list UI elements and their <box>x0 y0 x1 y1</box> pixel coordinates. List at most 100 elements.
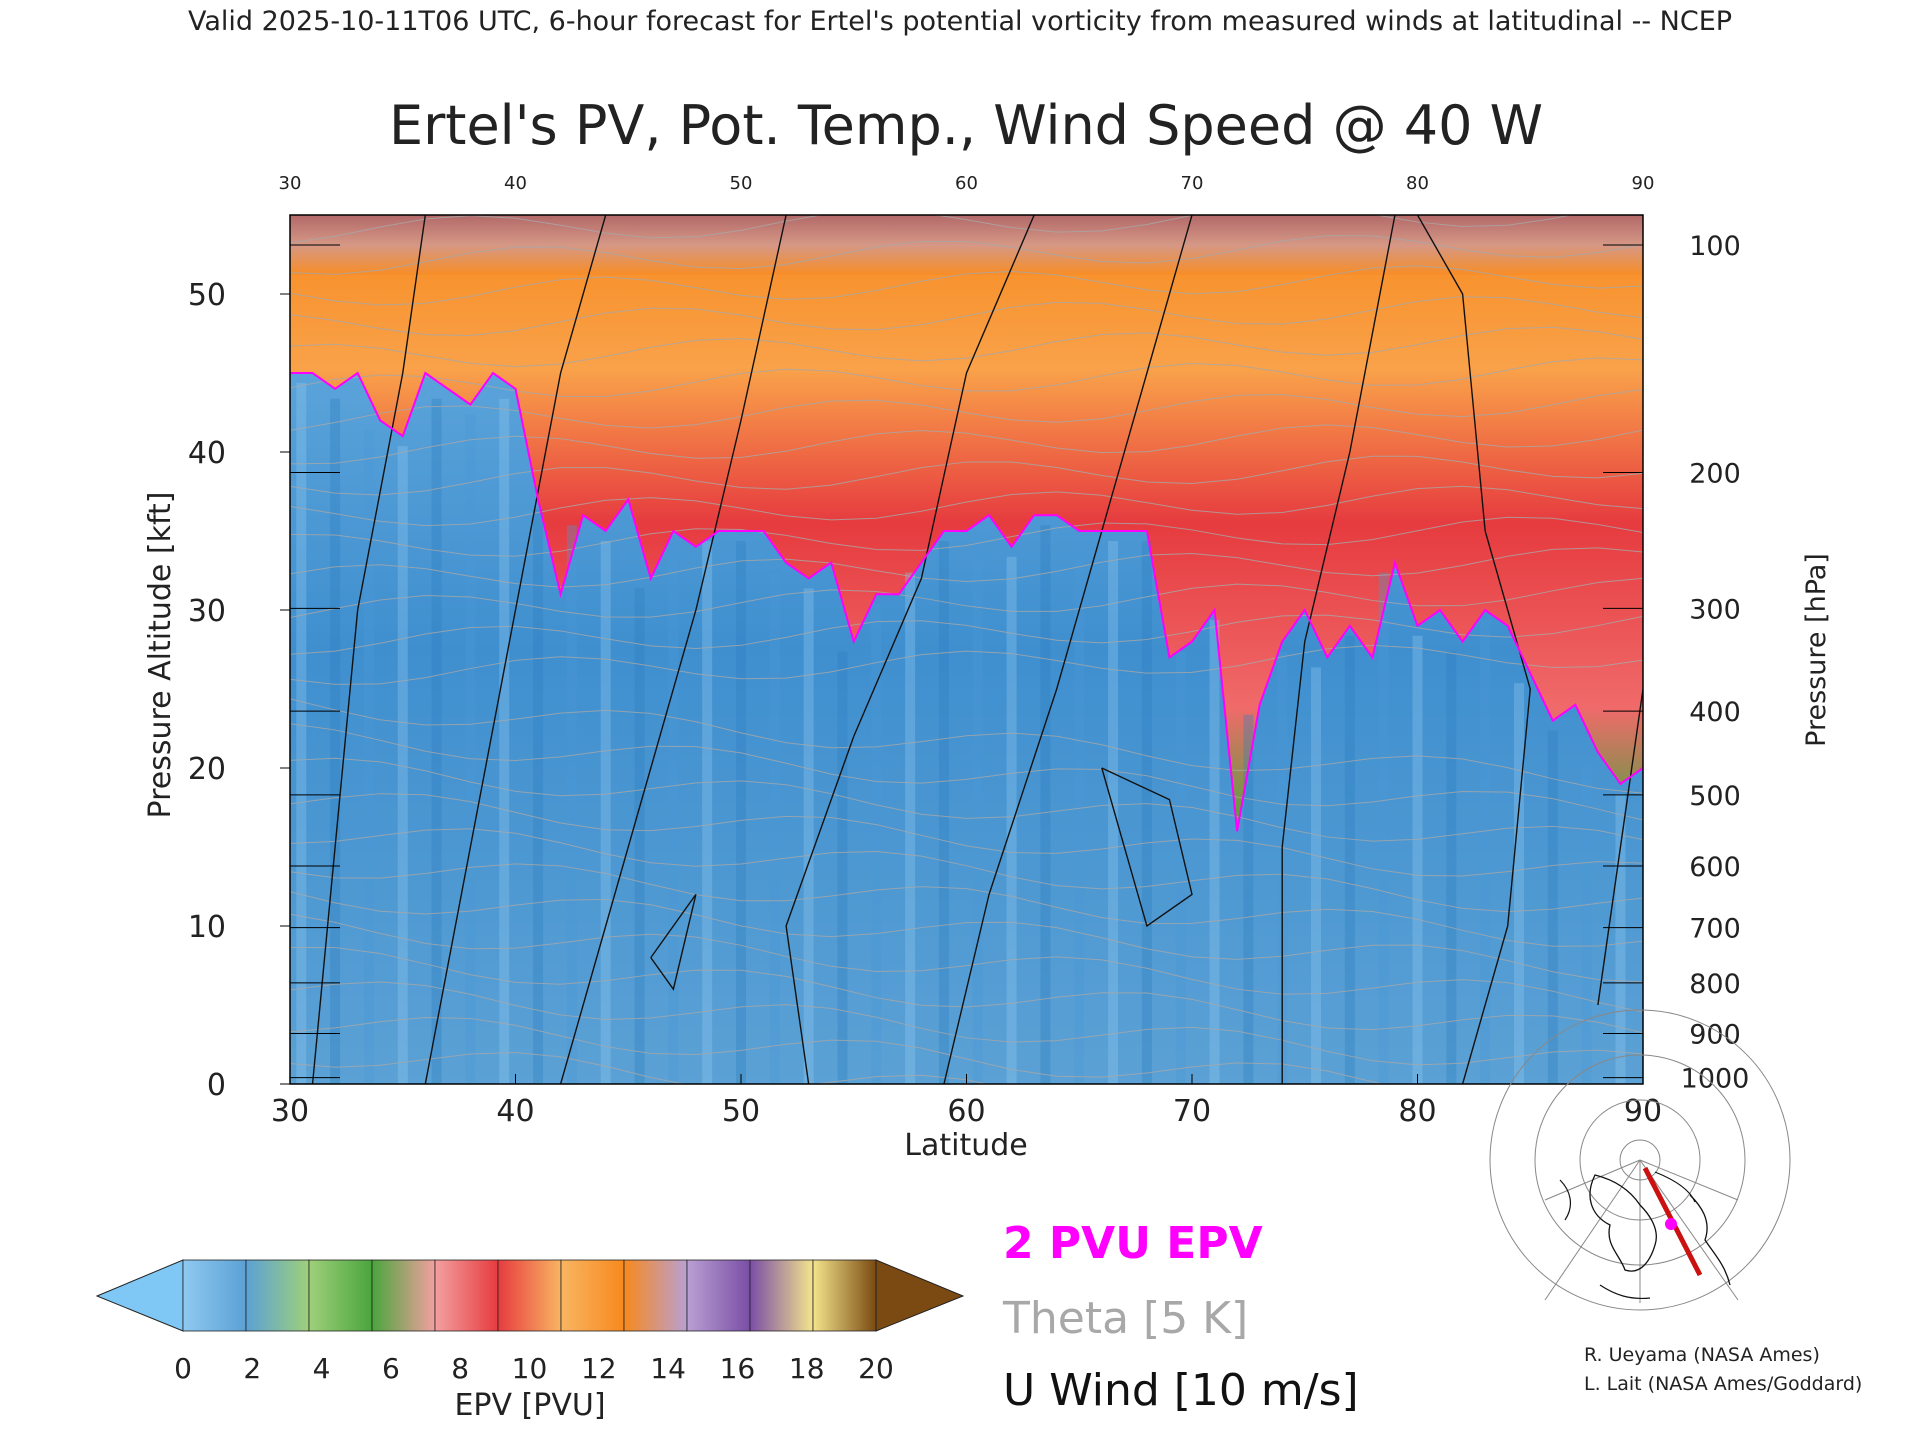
pv-streak <box>363 430 374 1084</box>
pressure-level-marks <box>290 244 1643 1079</box>
theta-contour <box>290 389 1643 431</box>
theta-contour <box>290 577 1643 618</box>
u-wind-contour <box>1416 215 1531 1084</box>
x-tick-label: 30 <box>271 1094 309 1129</box>
colorbar-segment <box>497 1259 562 1332</box>
x-tick-label: 60 <box>947 1094 985 1129</box>
pv-streak <box>1412 635 1423 1084</box>
u-wind-contour <box>785 215 1035 1084</box>
colorbar-segment <box>560 1259 625 1332</box>
x-top-tick-label: 40 <box>504 173 527 194</box>
y-right-tick-label: 100 <box>1689 231 1741 262</box>
y-tick-label: 0 <box>207 1068 226 1103</box>
pv-streak <box>634 588 645 1084</box>
y-right-tick-label: 700 <box>1689 914 1741 945</box>
pv-streak <box>1446 651 1457 1084</box>
colorbar-tick-label: 6 <box>382 1352 400 1385</box>
colorbar: 0 2 4 6 8 10 12 14 16 18 20 EPV [PVU] <box>95 1259 965 1423</box>
y-tick-label: 50 <box>188 278 226 313</box>
pv-streak <box>499 398 510 1084</box>
u-wind-contour <box>311 215 426 1084</box>
theta-contour <box>290 455 1643 496</box>
pv-streak <box>1615 793 1626 1084</box>
x-top-tick-label: 50 <box>730 173 753 194</box>
pv-streak <box>431 398 442 1084</box>
theta-contour <box>290 547 1643 588</box>
colorbar-segment <box>434 1259 499 1332</box>
theta-contour <box>290 1017 1384 1084</box>
colorbar-tick-label: 8 <box>451 1352 469 1385</box>
colorbar-label: EPV [PVU] <box>454 1388 605 1423</box>
theta-contour <box>290 215 1573 244</box>
colorbar-tick-label: 20 <box>858 1352 894 1385</box>
theta-contour <box>290 981 1643 1066</box>
plot-area <box>290 215 1643 1084</box>
y-right-tick-label: 500 <box>1689 781 1741 812</box>
u-wind-contour <box>1101 767 1193 928</box>
colorbar-segment <box>308 1259 373 1332</box>
pv-streak <box>702 541 713 1084</box>
theta-contour <box>290 828 1643 913</box>
pv-streak <box>938 541 949 1084</box>
y-tick-label: 10 <box>188 910 226 945</box>
pv-streak <box>1513 683 1524 1084</box>
theta-contour <box>290 265 1643 306</box>
pv-streak <box>296 383 307 1084</box>
colorbar-under-arrow <box>95 1259 184 1332</box>
chart-title: Ertel's PV, Pot. Temp., Wind Speed @ 40 … <box>389 94 1543 157</box>
theta-contour <box>290 326 1643 368</box>
pv-streak <box>1344 635 1355 1084</box>
pv-streak <box>1480 620 1491 1084</box>
pv-streak <box>905 572 916 1084</box>
pv-streak <box>736 541 746 1084</box>
x-top-tick-label: 80 <box>1406 173 1429 194</box>
x-tick-label: 40 <box>496 1094 534 1129</box>
colorbar-segment <box>812 1259 877 1332</box>
pv-streak <box>1006 556 1017 1084</box>
pv-streak <box>1108 541 1119 1084</box>
y-right-tick-label: 800 <box>1689 969 1741 1000</box>
legend-u-wind: U Wind [10 m/s] <box>1003 1365 1359 1416</box>
x-top-tick-label: 90 <box>1632 173 1655 194</box>
y-tick-label: 40 <box>188 436 226 471</box>
colorbar-tick-label: 2 <box>243 1352 261 1385</box>
pv-streak <box>1040 525 1051 1084</box>
y-right-tick-label: 400 <box>1689 697 1741 728</box>
x-axis-label: Latitude <box>904 1128 1027 1163</box>
theta-contour <box>290 891 1643 983</box>
u-wind-contour <box>650 893 697 991</box>
theta-contour <box>290 516 1643 557</box>
y-axis-right-label: Pressure [hPa] <box>1801 553 1832 747</box>
pv-streak <box>1378 572 1389 1084</box>
theta-contour <box>290 698 1643 794</box>
u-wind-contour <box>1281 215 1396 1084</box>
inset-marker <box>1665 1218 1677 1230</box>
y-right-tick-label: 300 <box>1689 594 1741 625</box>
pv-streak <box>600 541 611 1084</box>
pv-streak <box>533 509 544 1084</box>
theta-contour <box>290 793 1643 877</box>
u-wind-contour <box>1597 688 1643 1006</box>
y-right-tick-label: 900 <box>1689 1019 1741 1050</box>
pv-streak <box>397 446 408 1084</box>
pv-streak <box>330 398 341 1084</box>
theta-contour <box>290 913 1643 1013</box>
x-tick-label: 90 <box>1624 1094 1662 1129</box>
pv-streak <box>769 572 780 1084</box>
colorbar-over-arrow <box>875 1259 965 1332</box>
theta-contour <box>290 757 1643 842</box>
colorbar-tick-label: 16 <box>720 1352 756 1385</box>
pv-streak <box>1209 620 1220 1084</box>
x-top-tick-label: 30 <box>279 173 302 194</box>
y-tick-label: 30 <box>188 594 226 629</box>
pv-2pvu-contour <box>290 371 1643 832</box>
x-tick-label: 50 <box>722 1094 760 1129</box>
y-axis-left-label: Pressure Altitude [kft] <box>143 492 178 819</box>
north-polar-map-icon <box>1489 1009 1791 1311</box>
u-wind-contour <box>424 215 607 1084</box>
y-axis-left: 0 10 20 30 40 50 <box>188 278 290 1103</box>
legend-2pvu: 2 PVU EPV <box>1003 1218 1263 1269</box>
colorbar-tick-label: 4 <box>313 1352 331 1385</box>
theta-contour <box>290 946 1643 1034</box>
